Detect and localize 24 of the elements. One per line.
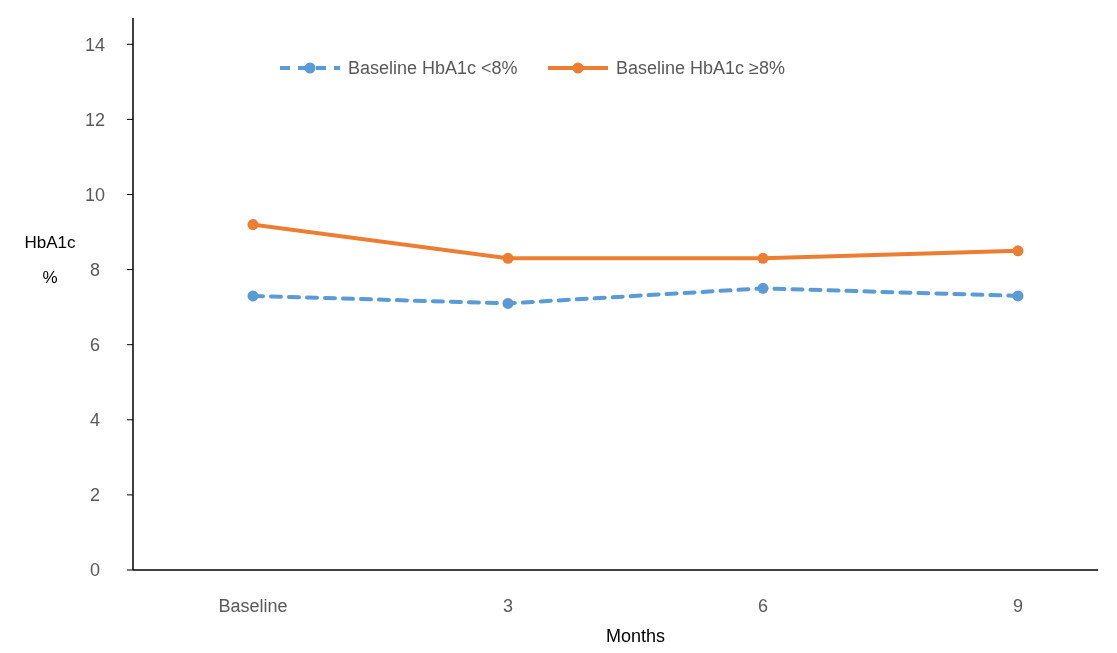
y-tick-label: 14 bbox=[84, 34, 106, 55]
point bbox=[1012, 245, 1024, 257]
y-tick-label: 0 bbox=[89, 560, 101, 581]
point bbox=[757, 282, 769, 294]
x-axis-title: Months bbox=[605, 626, 666, 646]
legend-label: Baseline HbA1c ≥8% bbox=[616, 58, 785, 79]
point bbox=[247, 290, 259, 302]
y-axis-title: HbA1c % bbox=[24, 233, 77, 287]
y-tick-label: 4 bbox=[89, 410, 101, 431]
y-tick-label: 12 bbox=[84, 109, 106, 130]
y-tick-label: 8 bbox=[89, 259, 101, 280]
y-tick-label: 10 bbox=[84, 184, 106, 205]
point bbox=[247, 219, 259, 231]
legend-label: Baseline HbA1c <8% bbox=[348, 58, 518, 79]
point bbox=[502, 297, 514, 309]
y-tick-label: 6 bbox=[89, 334, 101, 355]
point bbox=[757, 252, 769, 264]
x-tick-label: 6 bbox=[757, 596, 769, 616]
x-tick-label: 3 bbox=[502, 596, 514, 616]
point bbox=[1012, 290, 1024, 302]
y-tick-label: 2 bbox=[89, 485, 101, 506]
point bbox=[502, 252, 514, 264]
x-tick-label: 9 bbox=[1012, 596, 1024, 616]
x-tick-label: Baseline bbox=[218, 596, 288, 616]
